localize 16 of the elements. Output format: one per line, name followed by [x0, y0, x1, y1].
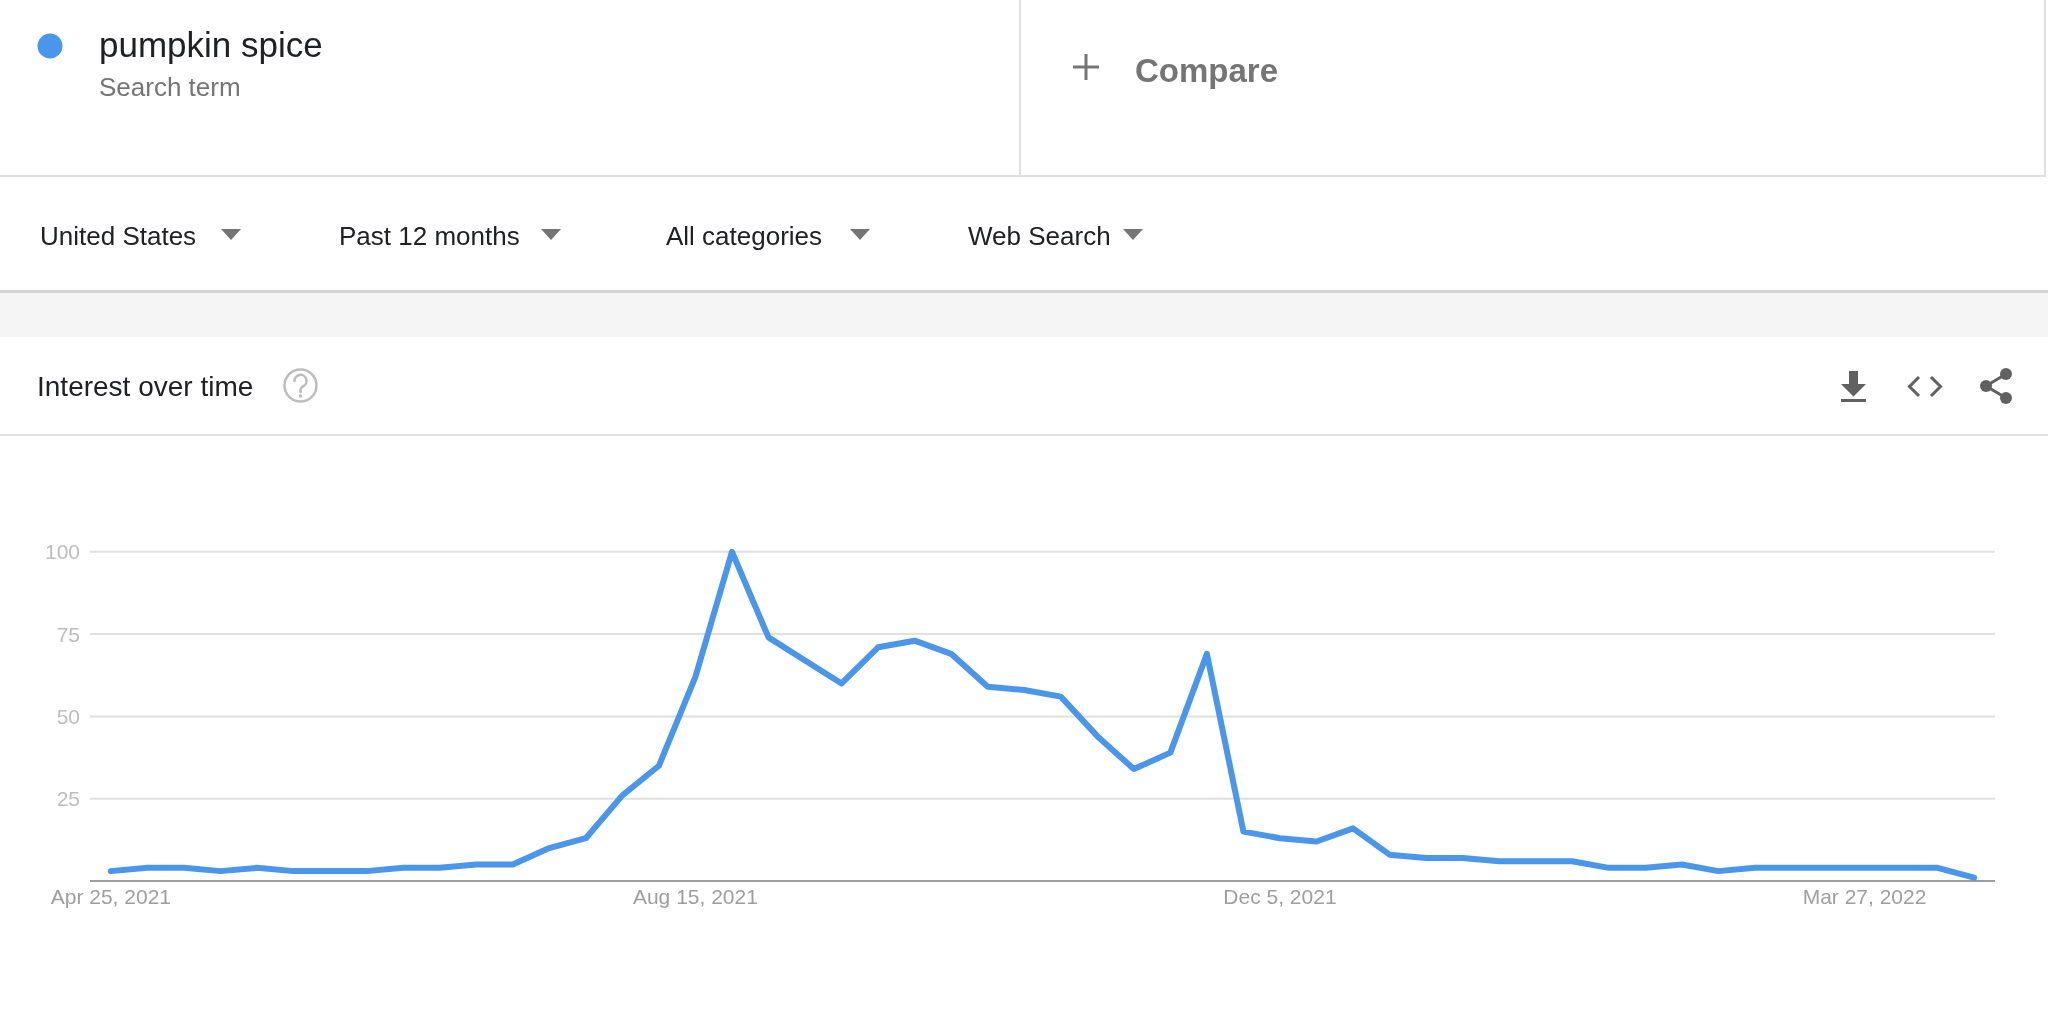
chart-title: Interest over time: [37, 371, 254, 402]
x-tick-label: Aug 15, 2021: [632, 885, 758, 908]
text: Past 12 months: [339, 221, 520, 251]
x-tick-label: Mar 27, 2022: [1802, 885, 1927, 908]
y-tick-label: 25: [56, 787, 80, 811]
text: Compare: [1135, 52, 1279, 89]
text: Search term: [99, 72, 241, 102]
legend-label: pumpkin spice: [99, 25, 323, 64]
y-tick-label: 100: [44, 540, 80, 564]
x-tick-label: Apr 25, 2021: [50, 885, 172, 908]
y-tick-label: 75: [56, 622, 80, 646]
y-tick-label: 50: [56, 704, 80, 728]
x-tick-label: Dec 5, 2021: [1223, 885, 1337, 908]
text: All categories: [666, 221, 823, 251]
text: Web Search: [968, 221, 1111, 251]
text: United States: [40, 221, 197, 251]
